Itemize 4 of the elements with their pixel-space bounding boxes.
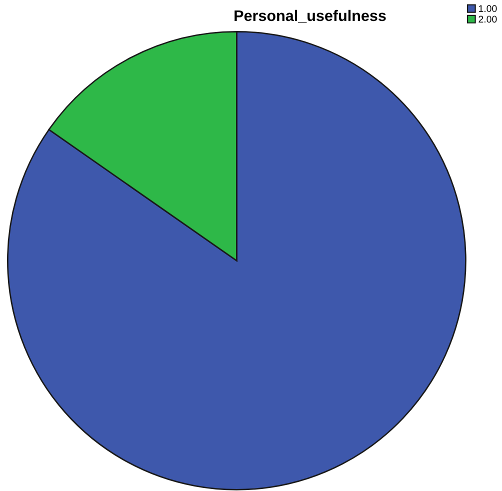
chart-title: Personal_usefulness [234,10,386,23]
legend-label: 2.00 [478,16,497,23]
pie-slice [7,31,466,490]
legend-label: 1.00 [478,5,497,12]
